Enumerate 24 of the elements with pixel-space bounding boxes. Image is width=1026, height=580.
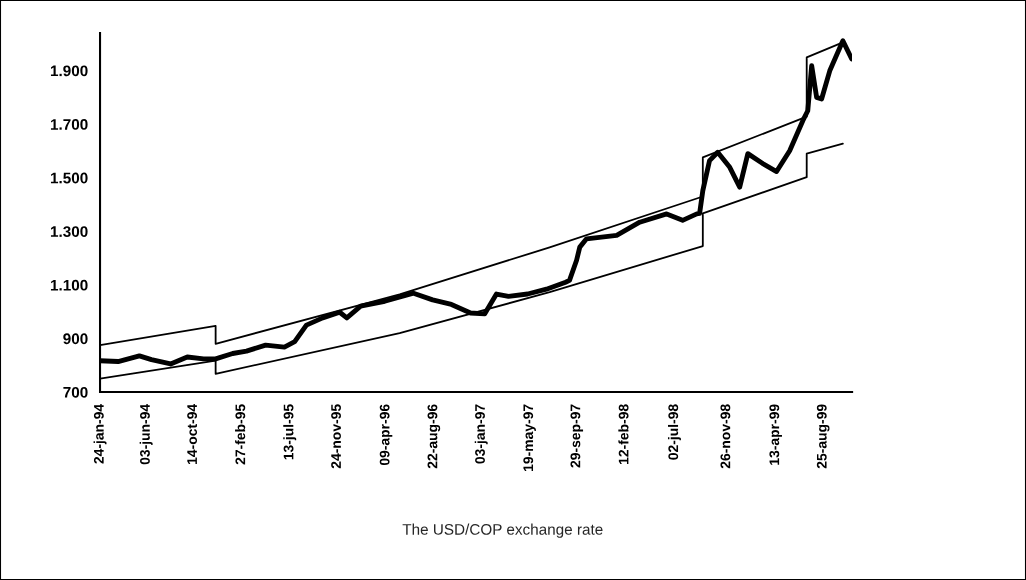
x-tick-label: 26-nov-98 xyxy=(720,404,731,469)
y-tick-label: 1.100 xyxy=(50,279,88,291)
x-tick-label: 27-feb-95 xyxy=(235,404,246,465)
y-tick-label: 1.900 xyxy=(50,65,88,77)
y-tick-label: 1.300 xyxy=(50,226,88,238)
x-tick-label: 29-sep-97 xyxy=(570,404,584,468)
x-tick-label: 03-jan-97 xyxy=(474,404,488,464)
y-tick-label: 700 xyxy=(63,386,88,398)
x-tick-label: 13-apr-99 xyxy=(769,404,782,465)
y-tick-label: 1.700 xyxy=(50,119,88,130)
x-tick-label: 09-apr-96 xyxy=(379,404,393,466)
x-tick-label: 25-aug-99 xyxy=(816,404,830,469)
x-tick-label: 13-jul-95 xyxy=(283,404,297,460)
y-tick-label: 1.500 xyxy=(50,172,88,184)
x-tick-label: 02-jul-98 xyxy=(667,404,681,460)
x-tick-label: 12-feb-98 xyxy=(618,404,629,464)
x-tick-label: 03-jun-94 xyxy=(139,403,153,465)
x-tick-label: 24-nov-95 xyxy=(331,404,341,469)
text: The USD/COP exchange rate xyxy=(402,523,603,538)
x-tick-label: 14-oct-94 xyxy=(187,403,198,464)
x-tick-label: 24-jan-94 xyxy=(93,403,107,464)
x-tick-label: 22-aug-96 xyxy=(427,404,441,469)
y-tick-label: 900 xyxy=(63,333,88,345)
x-tick-label: 19-may-97 xyxy=(523,404,536,471)
